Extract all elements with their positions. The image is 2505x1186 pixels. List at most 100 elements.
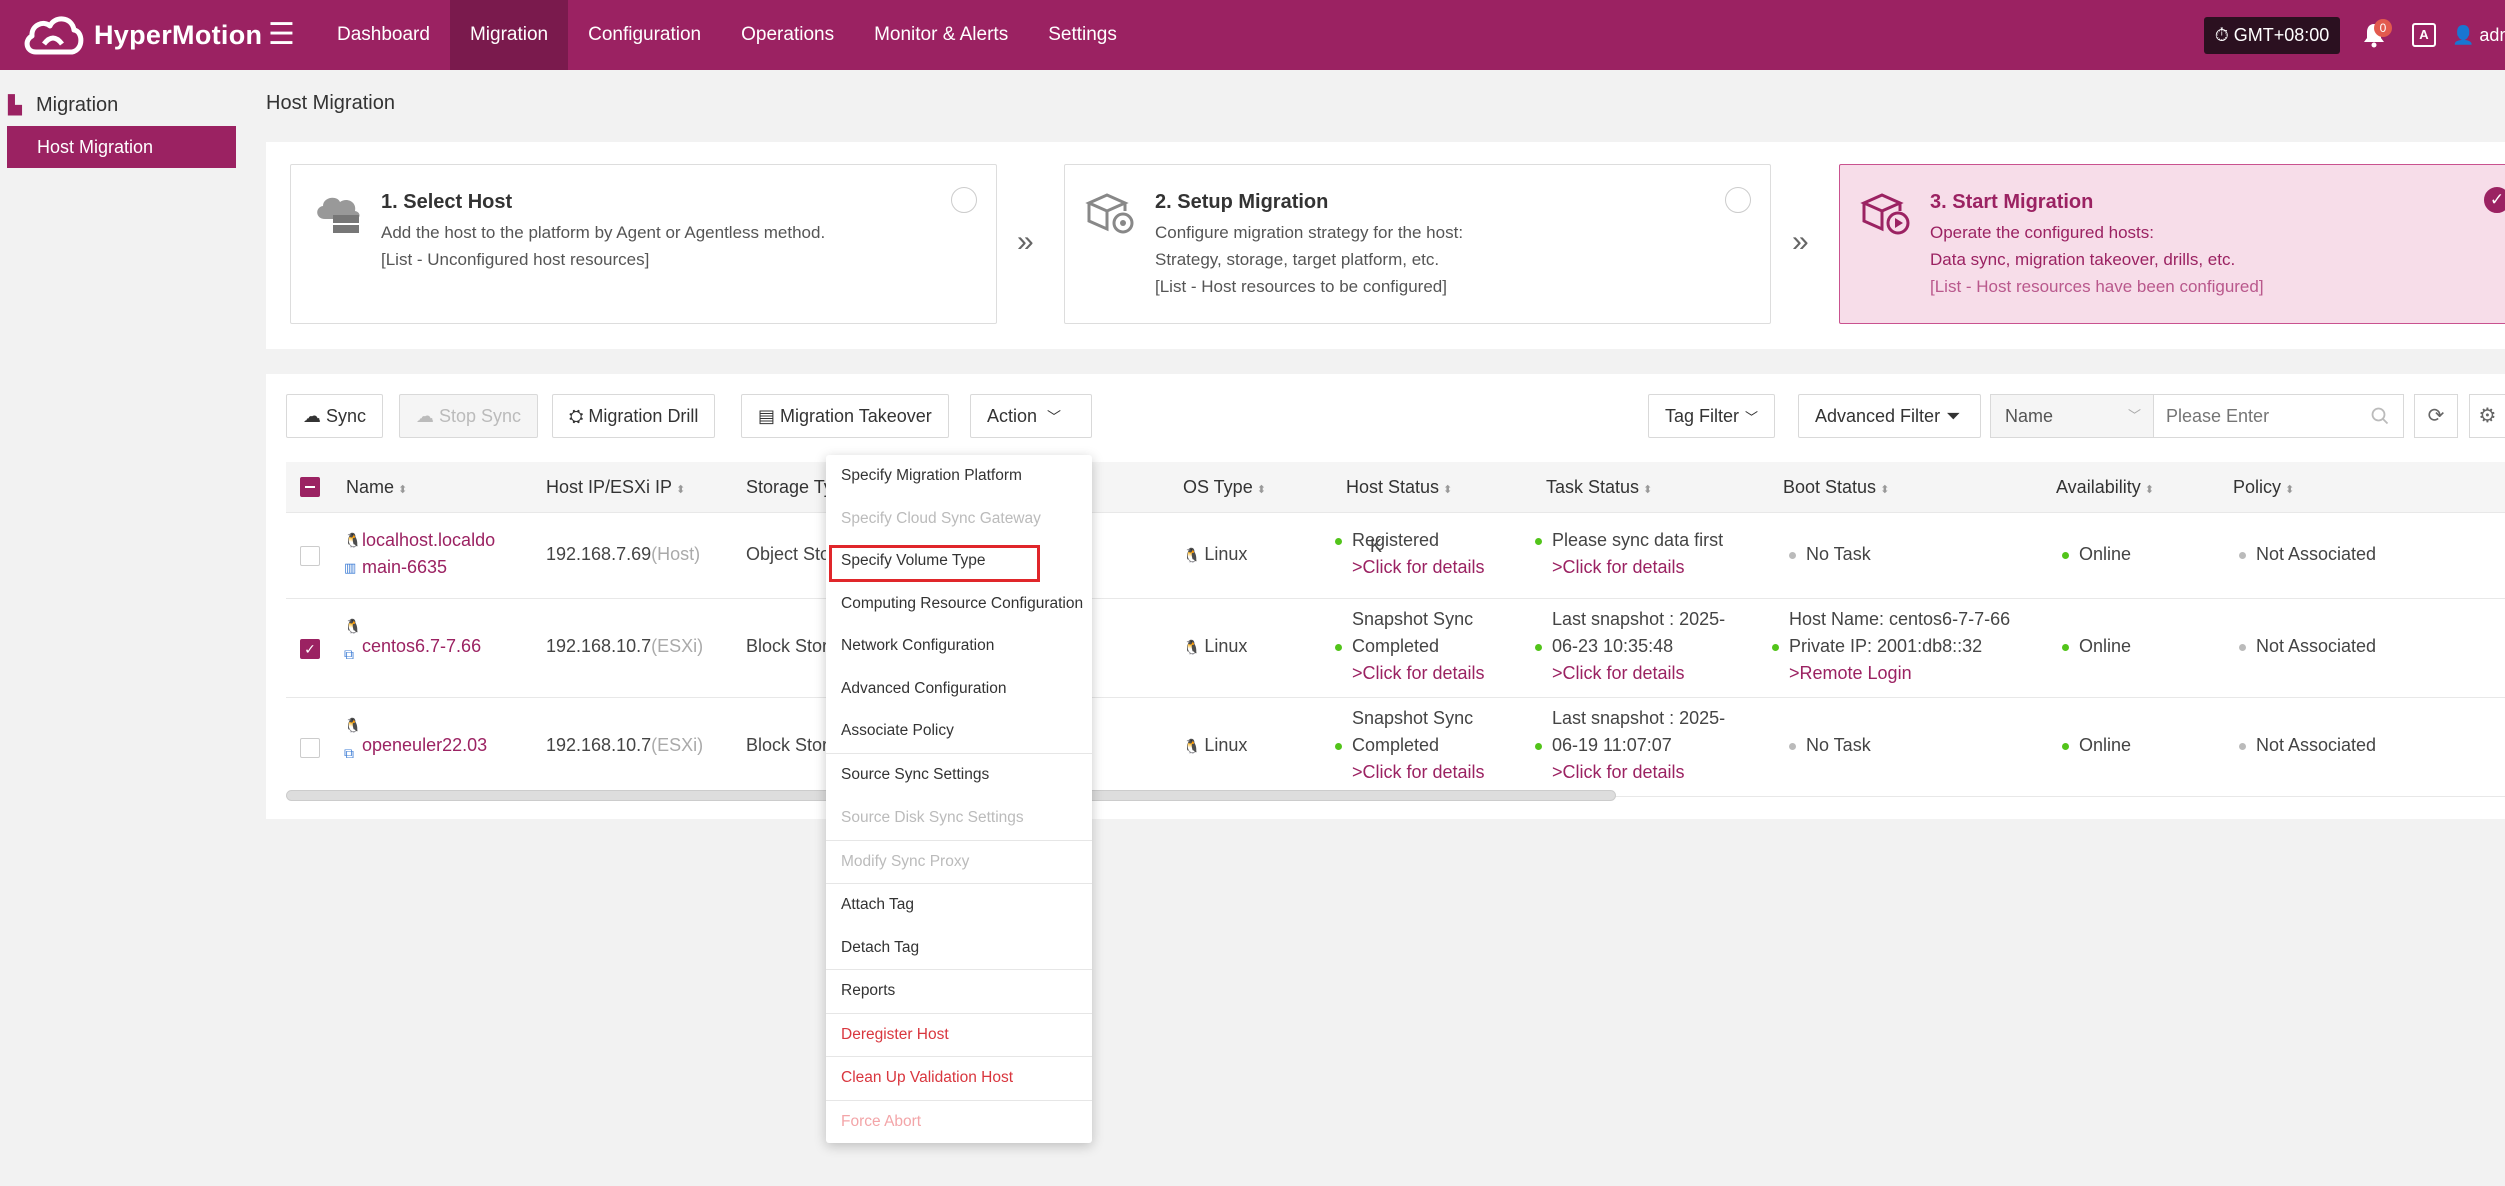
nav-configuration[interactable]: Configuration (588, 24, 702, 45)
host-name-link[interactable]: centos6.7-7.66 (362, 636, 482, 656)
language-switch-icon[interactable]: A (2412, 23, 2436, 47)
table-row[interactable]: 🐧 localhost.localdo main-6635 ▥ 192.168.7… (286, 513, 2505, 599)
menu-item-advanced-configuration[interactable]: Advanced Configuration (841, 680, 1007, 697)
takeover-icon: ▤ (758, 406, 781, 426)
step-radio[interactable] (951, 187, 977, 213)
menu-item-source-disk-sync-settings[interactable]: Source Disk Sync Settings (841, 809, 1024, 826)
select-all-checkbox[interactable] (300, 477, 320, 497)
host-name-link[interactable]: openeuler22.03 (362, 735, 488, 755)
nav-settings[interactable]: Settings (1048, 24, 1117, 45)
task-details-link[interactable]: >Click for details (1552, 663, 1685, 683)
ip-type: (ESXi) (651, 636, 704, 656)
nav-operations[interactable]: Operations (741, 24, 835, 45)
timezone-label: GMT+08:00 (2233, 25, 2330, 45)
step-start-migration[interactable]: 3. Start Migration Operate the configure… (1839, 164, 2505, 324)
column-policy[interactable]: Policy ⬍ (2233, 462, 2294, 513)
menu-item-deregister-host[interactable]: Deregister Host (841, 1026, 949, 1043)
column-availability[interactable]: Availability ⬍ (2056, 462, 2154, 513)
advanced-filter-button[interactable]: Advanced Filter ⏷ (1798, 394, 1981, 438)
boot-status-text: No Task (1806, 544, 1871, 564)
menu-item-attach-tag[interactable]: Attach Tag (841, 896, 914, 913)
menu-toggle-icon[interactable]: ☰ (268, 18, 295, 51)
host-details-link[interactable]: >Click for details (1352, 762, 1485, 782)
sort-icon[interactable]: ⬍ (676, 484, 686, 496)
migration-takeover-button[interactable]: ▤ Migration Takeover (741, 394, 949, 438)
menu-item-specify-migration-platform[interactable]: Specify Migration Platform (841, 467, 1022, 484)
menu-item-reports[interactable]: Reports (841, 982, 896, 999)
settings-gear-icon[interactable]: ⚙ (2469, 394, 2505, 438)
sort-icon[interactable]: ⬍ (1256, 484, 1266, 496)
sort-icon[interactable]: ⬍ (2285, 484, 2295, 496)
nav-dashboard[interactable]: Dashboard (337, 24, 430, 45)
sort-icon[interactable]: ⬍ (2144, 484, 2154, 496)
task-details-link[interactable]: >Click for details (1552, 557, 1685, 577)
menu-item-modify-sync-proxy[interactable]: Modify Sync Proxy (841, 853, 970, 870)
search-field-select[interactable]: Name ﹀ (1990, 394, 2154, 438)
availability-text: Online (2079, 636, 2132, 656)
step-line: Data sync, migration takeover, drills, e… (1930, 250, 2236, 269)
row-checkbox[interactable]: ✓ (300, 639, 320, 659)
sort-icon[interactable]: ⬍ (398, 484, 408, 496)
ip-type: (ESXi) (651, 735, 704, 755)
user-name: adm (2479, 25, 2505, 45)
stop-sync-button[interactable]: ☁ Stop Sync (399, 394, 539, 438)
menu-item-detach-tag[interactable]: Detach Tag (841, 939, 920, 956)
sidebar-item-host-migration[interactable]: Host Migration (7, 126, 236, 168)
user-menu[interactable]: 👤 adm (2452, 0, 2505, 70)
step-setup-migration[interactable]: 2. Setup Migration Configure migration s… (1064, 164, 1771, 324)
refresh-icon[interactable]: ⟳ (2414, 394, 2458, 438)
sort-icon[interactable]: ⬍ (1880, 484, 1890, 496)
column-boot-status[interactable]: Boot Status ⬍ (1783, 462, 1889, 513)
sort-icon[interactable]: ⬍ (1443, 484, 1453, 496)
menu-item-associate-policy[interactable]: Associate Policy (841, 722, 954, 739)
step-line: Add the host to the platform by Agent or… (381, 223, 826, 242)
menu-item-computing-resource-configuration[interactable]: Computing Resource Configuration (841, 595, 1084, 612)
sort-icon[interactable]: ⬍ (1643, 484, 1653, 496)
host-details-link[interactable]: >Click for details (1352, 663, 1485, 683)
nav-migration[interactable]: Migration (449, 0, 569, 70)
menu-divider (826, 840, 1092, 841)
task-status-text: Please sync data first (1552, 530, 1724, 550)
host-name-link[interactable]: localhost.localdo main-6635 (362, 527, 495, 581)
step-radio[interactable] (1725, 187, 1751, 213)
menu-item-network-configuration[interactable]: Network Configuration (841, 637, 995, 654)
host-status-line: Snapshot Sync (1352, 708, 1474, 728)
step-check-icon[interactable]: ✓ (2484, 187, 2505, 213)
menu-item-specify-volume-type[interactable]: Specify Volume Type (841, 552, 986, 569)
host-details-link[interactable]: >Click for details (1352, 557, 1485, 577)
remote-login-link[interactable]: >Remote Login (1789, 663, 1912, 683)
menu-item-source-sync-settings[interactable]: Source Sync Settings (841, 766, 990, 783)
column-host-status[interactable]: Host Status ⬍ (1346, 462, 1452, 513)
row-checkbox[interactable] (300, 738, 320, 758)
menu-item-force-abort[interactable]: Force Abort (841, 1113, 922, 1130)
menu-item-clean-up-validation-host[interactable]: Clean Up Validation Host (841, 1069, 1014, 1086)
nav-monitor-alerts[interactable]: Monitor & Alerts (874, 24, 1009, 45)
boot-status: No Task (1789, 732, 1871, 759)
action-dropdown-button[interactable]: Action ﹀ (970, 394, 1092, 438)
tag-filter-button[interactable]: Tag Filter ﹀ (1648, 394, 1776, 438)
column-label: Task Status (1546, 477, 1640, 497)
migration-drill-button[interactable]: ⛭ Migration Drill (552, 394, 716, 438)
table-row[interactable]: 🐧 ⧉ openeuler22.03 192.168.10.7(ESXi) Bl… (286, 698, 2505, 797)
app-logo[interactable]: HyperMotion (22, 8, 262, 62)
availability-text: Online (2079, 735, 2132, 755)
column-task-status[interactable]: Task Status ⬍ (1546, 462, 1652, 513)
task-details-link[interactable]: >Click for details (1552, 762, 1685, 782)
highlight-box (829, 545, 1040, 582)
column-storage-type[interactable]: Storage Ty (746, 462, 833, 513)
policy: Not Associated (2239, 732, 2376, 759)
table-row[interactable]: ✓ 🐧 ⧉ centos6.7-7.66 192.168.10.7(ESXi) … (286, 599, 2505, 698)
search-icon[interactable] (2371, 407, 2391, 427)
host-name-line: main-6635 (362, 557, 448, 577)
column-host-ip[interactable]: Host IP/ESXi IP ⬍ (546, 462, 685, 513)
step-select-host[interactable]: 1. Select Host Add the host to the platf… (290, 164, 997, 324)
timezone-button[interactable]: ⏱ GMT+08:00 (2204, 17, 2340, 54)
menu-item-specify-cloud-sync-gateway[interactable]: Specify Cloud Sync Gateway (841, 510, 1041, 527)
step-description: Configure migration strategy for the hos… (1155, 219, 1463, 300)
search-input[interactable] (2154, 394, 2404, 438)
row-checkbox[interactable] (300, 546, 320, 566)
host-ip: 192.168.10.7(ESXi) (546, 732, 703, 759)
sync-button[interactable]: ☁ Sync (286, 394, 384, 438)
column-name[interactable]: Name ⬍ (346, 462, 407, 513)
column-os-type[interactable]: OS Type ⬍ (1183, 462, 1266, 513)
